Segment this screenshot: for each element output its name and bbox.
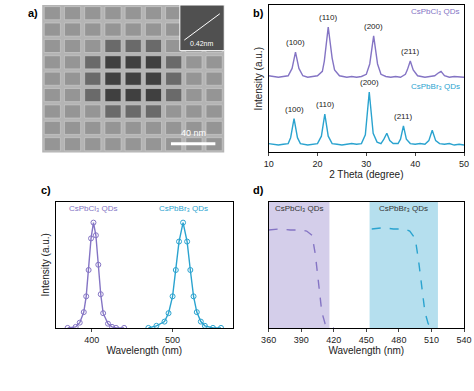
svg-text:(211): (211) (394, 112, 412, 121)
svg-text:(200): (200) (360, 78, 379, 87)
svg-text:a): a) (28, 7, 38, 19)
svg-text:450: 450 (359, 335, 374, 345)
svg-text:40 nm: 40 nm (181, 128, 206, 138)
svg-text:d): d) (253, 184, 264, 196)
svg-text:CsPbCl₃ QDs: CsPbCl₃ QDs (411, 7, 460, 16)
svg-text:2 Theta (degree): 2 Theta (degree) (329, 169, 403, 180)
svg-text:(110): (110) (316, 100, 334, 109)
svg-text:(211): (211) (401, 47, 419, 56)
svg-text:CsPbBr₃ QDs: CsPbBr₃ QDs (411, 82, 460, 91)
svg-text:360: 360 (261, 335, 276, 345)
svg-text:500: 500 (165, 335, 180, 345)
svg-text:CsPbCl₃ QDs: CsPbCl₃ QDs (69, 204, 118, 213)
svg-text:CsPbCl₃ QDs: CsPbCl₃ QDs (275, 204, 324, 213)
svg-text:Intensity (a.u.): Intensity (a.u.) (40, 233, 51, 296)
svg-text:390: 390 (294, 335, 309, 345)
svg-text:10: 10 (264, 159, 274, 169)
svg-text:Wavelength (nm): Wavelength (nm) (328, 345, 404, 356)
svg-text:CsPbBr₃ QDs: CsPbBr₃ QDs (379, 204, 428, 213)
svg-text:0.42nm: 0.42nm (190, 40, 214, 47)
svg-text:20: 20 (312, 159, 322, 169)
svg-text:CsPbBr₃ QDs: CsPbBr₃ QDs (159, 204, 208, 213)
svg-text:(100): (100) (286, 38, 305, 47)
svg-text:30: 30 (361, 159, 371, 169)
svg-text:400: 400 (84, 335, 99, 345)
svg-text:510: 510 (424, 335, 439, 345)
svg-text:(200): (200) (364, 22, 383, 31)
svg-text:420: 420 (326, 335, 341, 345)
svg-text:b): b) (253, 7, 264, 19)
svg-text:540: 540 (456, 335, 471, 345)
svg-text:40: 40 (410, 159, 420, 169)
svg-text:(110): (110) (319, 13, 337, 22)
svg-text:Wavelength (nm): Wavelength (nm) (106, 345, 182, 356)
svg-text:Intensity (a.u.): Intensity (a.u.) (253, 47, 264, 110)
svg-text:480: 480 (391, 335, 406, 345)
svg-text:(100): (100) (285, 105, 304, 114)
svg-text:c): c) (41, 184, 51, 196)
svg-text:50: 50 (459, 159, 469, 169)
